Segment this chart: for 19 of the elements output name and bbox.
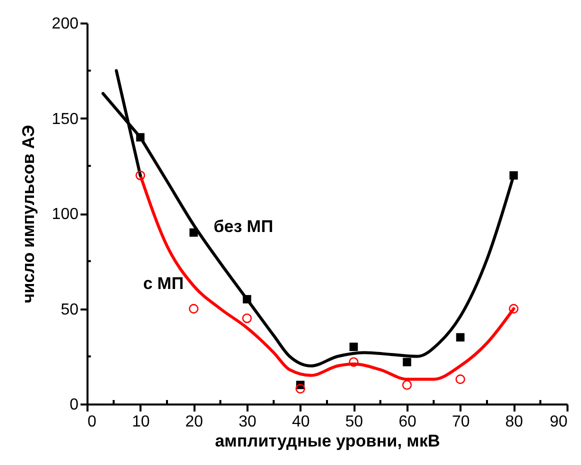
x-tick-label: 90 [550, 414, 568, 430]
x-axis-title: амплитудные уровни, мкВ [214, 432, 440, 450]
y-tick-label: 200 [52, 16, 79, 32]
x-tick-label: 60 [398, 414, 416, 430]
x-tick-label: 0 [88, 414, 96, 430]
x-tick-label: 70 [452, 414, 470, 430]
x-tick-label: 20 [185, 414, 204, 430]
series-label: без МП [214, 216, 274, 236]
y-tick-label: 50 [60, 301, 79, 318]
series-label: с МП [143, 274, 184, 293]
y-tick-label: 0 [70, 396, 79, 414]
y-axis-title: число импульсов АЭ [18, 124, 38, 304]
y-tick-label: 100 [52, 206, 79, 223]
x-tick-label: 80 [505, 414, 524, 430]
x-tick-label: 50 [345, 414, 364, 430]
x-tick-label: 40 [292, 414, 310, 430]
x-tick-label: 30 [238, 414, 256, 430]
y-tick-label: 150 [52, 110, 79, 128]
x-tick-label: 10 [132, 414, 150, 430]
